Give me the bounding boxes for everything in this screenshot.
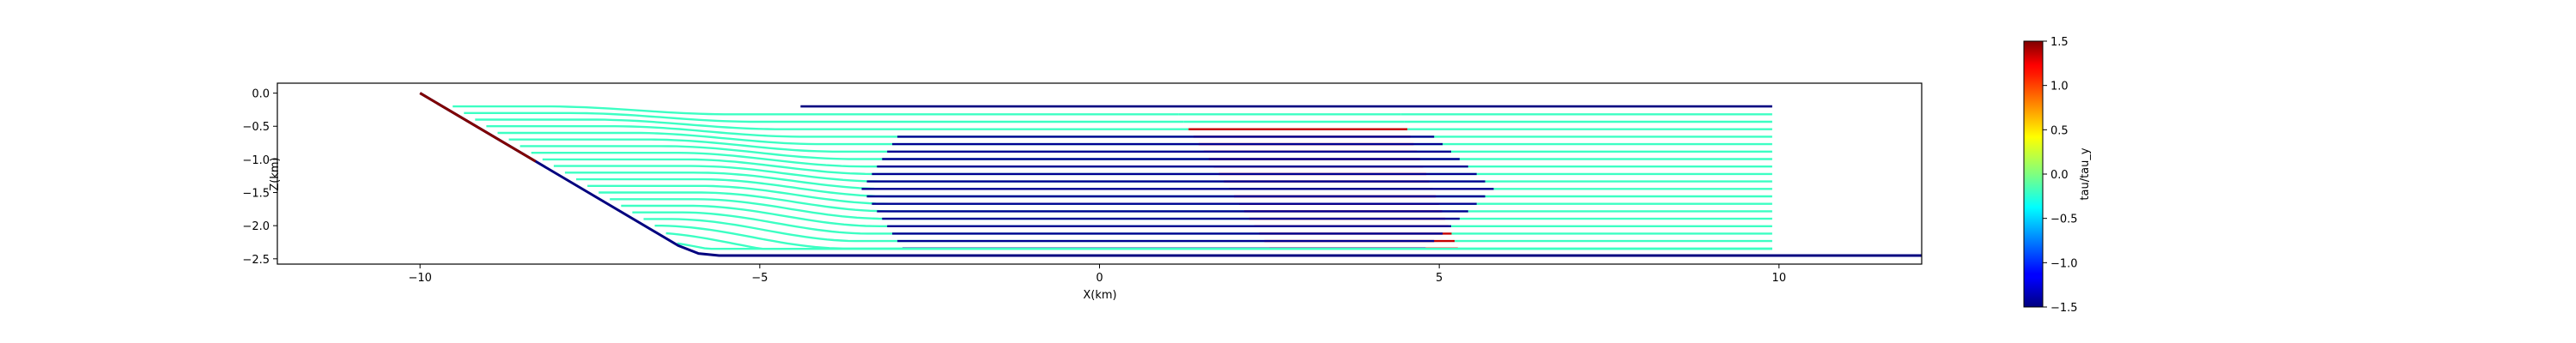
colorbar-gradient xyxy=(2023,40,2044,308)
y-tick-label: 0.0 xyxy=(252,88,270,101)
streamline-17-segment-0 xyxy=(643,218,1265,243)
plot-area xyxy=(419,92,1922,257)
streamline-15-segment-0 xyxy=(621,204,1255,227)
boundary-line xyxy=(419,92,1922,257)
x-tick-label: 0 xyxy=(1096,272,1103,285)
streamline-18-segment-0 xyxy=(654,225,1270,250)
boundary-curve xyxy=(419,92,1922,257)
y-tick-label: −2.0 xyxy=(242,220,270,233)
x-tick-label: 5 xyxy=(1436,272,1443,285)
colorbar-tick-label: 0.5 xyxy=(2050,124,2069,137)
streamline-13-segment-0 xyxy=(598,191,1244,213)
colorbar-tick-label: 0.0 xyxy=(2050,169,2069,182)
x-axis-ticks: −10 −5 0 5 10 xyxy=(408,264,1786,285)
streamline-20-segment-0 xyxy=(677,242,1280,250)
colorbar-tick-label: −1.5 xyxy=(2050,302,2078,315)
streamline-1-segment-0 xyxy=(464,111,1184,123)
streamlines xyxy=(453,105,1772,250)
colorbar-tick-label: 1.5 xyxy=(2050,36,2069,49)
y-tick-label: −0.5 xyxy=(242,121,270,134)
colorbar-tick-label: −0.5 xyxy=(2050,214,2078,226)
y-axis-label: Z(km) xyxy=(269,157,282,190)
streamline-3-segment-0 xyxy=(486,125,1194,138)
colorbar-tick-label: 1.0 xyxy=(2050,81,2069,93)
x-tick-label: 10 xyxy=(1772,272,1787,285)
colorbar: 1.5 1.0 0.5 0.0 −0.5 −1.0 −1.5 tau/tau_y xyxy=(2023,36,2092,315)
colorbar-tick-label: −1.0 xyxy=(2050,257,2078,270)
streamline-0-segment-0 xyxy=(453,105,1179,116)
y-tick-label: −1.5 xyxy=(242,188,270,201)
y-tick-label: −1.0 xyxy=(242,154,270,167)
x-axis-label: X(km) xyxy=(1083,289,1116,302)
streamline-2-segment-0 xyxy=(475,118,1189,130)
colorbar-label: tau/tau_y xyxy=(2079,147,2092,200)
boundary-upper-segment xyxy=(419,92,537,163)
x-tick-label: −10 xyxy=(408,272,431,285)
y-tick-label: −2.5 xyxy=(242,254,270,267)
streamline-14-segment-0 xyxy=(610,198,1249,220)
y-axis-ticks: 0.0 −0.5 −1.0 −1.5 −2.0 −2.5 xyxy=(242,88,277,267)
x-tick-label: −5 xyxy=(751,272,768,285)
colorbar-ticks: 1.5 1.0 0.5 0.0 −0.5 −1.0 −1.5 xyxy=(2043,36,2078,315)
